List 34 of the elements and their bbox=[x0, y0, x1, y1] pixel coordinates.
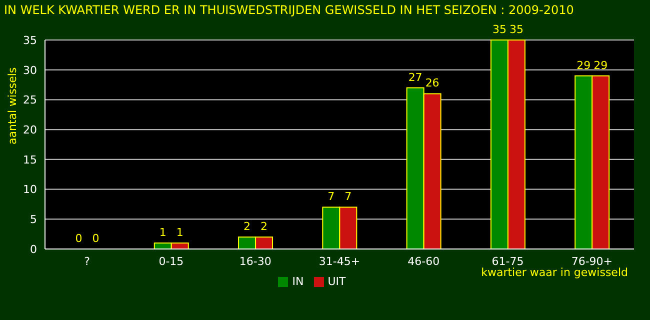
y-tick-label: 15 bbox=[23, 153, 37, 166]
y-tick-label: 0 bbox=[30, 242, 37, 256]
y-tick-label: 25 bbox=[23, 94, 37, 107]
x-tick-label: 16-30 bbox=[239, 254, 272, 268]
x-tick-label: ? bbox=[84, 254, 90, 268]
y-tick-label: 5 bbox=[30, 213, 37, 226]
data-label: 1 bbox=[176, 226, 184, 240]
x-tick-label: 76-90+ bbox=[571, 254, 613, 268]
data-label: 2 bbox=[260, 220, 268, 234]
y-axis-title: aantal wissels bbox=[6, 67, 19, 144]
x-tick-label: 31-45+ bbox=[318, 254, 360, 268]
data-label: 0 bbox=[75, 232, 82, 245]
data-label: 7 bbox=[344, 190, 352, 204]
x-tick-label: 0-15 bbox=[158, 254, 184, 268]
data-label: 1 bbox=[159, 226, 166, 240]
y-tick-label: 30 bbox=[23, 64, 37, 77]
x-tick-label: 61-75 bbox=[492, 254, 524, 268]
data-label: 27 bbox=[408, 70, 422, 84]
y-tick-label: 35 bbox=[23, 34, 37, 47]
y-tick-label: 10 bbox=[23, 183, 37, 196]
legend-label: IN bbox=[292, 275, 304, 288]
data-label: 29 bbox=[576, 58, 591, 72]
chart-title: IN WELK KWARTIER WERD ER IN THUISWEDSTRIJDEN GEWISSELD IN HET SEIZOEN : 2009-2010 bbox=[4, 3, 574, 17]
y-tick-label: 20 bbox=[23, 123, 37, 136]
data-label: 35 bbox=[492, 23, 506, 36]
data-label: 26 bbox=[425, 76, 440, 90]
data-label: 2 bbox=[244, 220, 251, 234]
legend-label: UIT bbox=[328, 275, 346, 288]
x-tick-label: 46-60 bbox=[408, 254, 440, 268]
x-axis-title: kwartier waar in gewisseld bbox=[481, 266, 628, 279]
data-label: 7 bbox=[328, 190, 335, 204]
data-label: 35 bbox=[509, 23, 524, 36]
data-label: 0 bbox=[92, 232, 100, 245]
data-label: 29 bbox=[594, 58, 608, 72]
